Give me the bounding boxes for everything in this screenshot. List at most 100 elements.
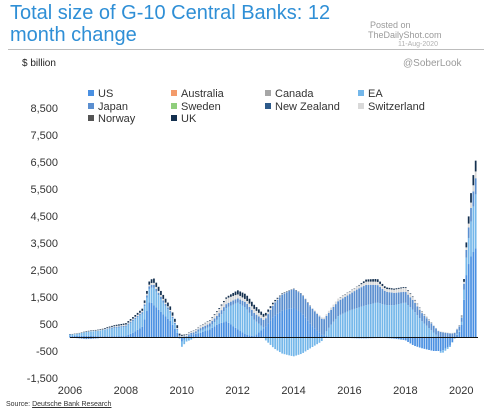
- bar-segment-ea: [127, 324, 130, 335]
- bar-segment-us: [463, 299, 465, 338]
- bar-segment-japan: [267, 314, 270, 324]
- bar-segment-us: [220, 322, 223, 338]
- bar-segment-ea: [146, 297, 148, 311]
- bar-segment-switzerland: [467, 223, 470, 228]
- bar-segment-switzerland: [381, 285, 384, 289]
- bar-segment-switzerland: [195, 329, 197, 332]
- bar-segment-switzerland: [358, 285, 360, 289]
- bar-segment-ea: [460, 321, 463, 325]
- bar-segment-ea: [458, 330, 461, 332]
- legend-swatch: [171, 103, 177, 109]
- bar-segment-japan: [274, 302, 277, 316]
- bar-segment-ea: [449, 345, 451, 347]
- bar-segment-japan: [153, 285, 155, 288]
- bar-segment-japan: [442, 332, 444, 338]
- bar-segment-us: [90, 335, 92, 338]
- bar-segment-uk: [85, 331, 88, 332]
- bar-segment-us: [269, 320, 272, 338]
- bar-segment-japan: [169, 311, 172, 313]
- bar-segment-uk: [236, 290, 239, 295]
- bar-segment-ea: [283, 337, 286, 355]
- bar-segment-uk: [167, 302, 169, 307]
- bar-segment-japan: [129, 321, 132, 323]
- source-link[interactable]: Deutsche Bank Research: [32, 401, 112, 408]
- bar-segment-uk: [390, 288, 393, 290]
- bar-segment-ea: [157, 295, 160, 310]
- bar-segment-ea: [446, 347, 449, 349]
- bar-segment-japan: [139, 314, 141, 316]
- bar-segment-japan: [353, 291, 356, 309]
- bar-segment-ea: [297, 337, 300, 355]
- x-tick-label: 2012: [225, 385, 249, 397]
- bar-segment-uk: [404, 287, 407, 289]
- bar-segment-ea: [136, 317, 139, 330]
- bar-segment-uk: [374, 279, 377, 282]
- bar-segment-ea: [465, 257, 468, 276]
- bar-segment-japan: [393, 292, 395, 306]
- bar-segment-uk: [232, 292, 235, 296]
- bar-segment-us: [470, 256, 472, 338]
- bar-segment-switzerland: [241, 297, 244, 301]
- bar-segment-us: [223, 322, 225, 338]
- bar-segment-switzerland: [223, 302, 225, 308]
- bar-segment-switzerland: [474, 171, 477, 179]
- bar-segment-japan: [390, 292, 393, 306]
- bar-segment-japan: [118, 326, 120, 328]
- bar-segment-uk: [118, 324, 120, 326]
- bar-segment-uk: [367, 279, 370, 282]
- bar-segment-japan: [155, 288, 158, 292]
- source-prefix: Source:: [6, 401, 33, 408]
- bar-segment-uk: [460, 315, 463, 317]
- bar-segment-ea: [80, 332, 83, 336]
- bar-segment-uk: [379, 281, 381, 284]
- bar-segment-switzerland: [202, 324, 204, 327]
- bar-segment-us: [246, 334, 249, 338]
- bar-segment-us: [104, 336, 106, 338]
- bar-segment-us: [465, 275, 468, 338]
- bar-segment-switzerland: [230, 296, 232, 302]
- bar-segment-ea: [474, 194, 477, 249]
- bar-segment-us: [271, 317, 274, 338]
- bar-segment-us: [255, 334, 258, 338]
- bar-segment-ea: [470, 221, 472, 257]
- bar-segment-japan: [257, 316, 260, 324]
- bar-segment-switzerland: [418, 307, 421, 310]
- legend-swatch: [358, 103, 364, 109]
- bar-segment-us: [316, 330, 318, 338]
- bar-segment-us: [437, 337, 440, 351]
- bar-segment-uk: [169, 306, 172, 310]
- bar-segment-us: [120, 336, 123, 338]
- bar-segment-japan: [383, 290, 386, 305]
- bar-segment-uk: [388, 287, 391, 290]
- bar-segment-switzerland: [407, 291, 409, 295]
- bar-segment-switzerland: [313, 310, 316, 312]
- bar-segment-japan: [362, 286, 365, 306]
- bar-segment-switzerland: [97, 330, 99, 331]
- legend-swatch: [88, 115, 94, 121]
- bar-segment-us: [285, 309, 288, 338]
- bar-segment-us: [232, 326, 235, 338]
- bar-segment-japan: [304, 299, 307, 318]
- bar-segment-japan: [318, 316, 321, 333]
- bar-segment-ea: [407, 305, 409, 338]
- bar-segment-us: [325, 336, 328, 338]
- axes-layer: -1,500 -500 500 1,500 2,500 3,500 4,500 5,500 6,…: [27, 103, 478, 397]
- bar-segment-switzerland: [122, 324, 125, 326]
- bar-segment-uk: [218, 308, 221, 309]
- bar-segment-uk: [176, 325, 179, 328]
- bar-segment-ea: [362, 305, 365, 338]
- bar-segment-switzerland: [127, 322, 130, 324]
- bar-segment-uk: [474, 160, 477, 172]
- bar-segment-japan: [146, 295, 148, 298]
- bar-segment-switzerland: [437, 330, 440, 332]
- bar-segment-us: [71, 336, 74, 338]
- bar-segment-ea: [439, 351, 442, 353]
- bar-segment-switzerland: [341, 295, 344, 299]
- bar-segment-uk: [122, 323, 125, 325]
- bar-segment-ea: [232, 304, 235, 327]
- bar-segment-japan: [451, 333, 454, 338]
- bar-segment-japan: [320, 318, 323, 335]
- bar-segment-us: [164, 316, 167, 338]
- bar-segment-ea: [141, 313, 144, 327]
- legend-label: Australia: [181, 88, 225, 100]
